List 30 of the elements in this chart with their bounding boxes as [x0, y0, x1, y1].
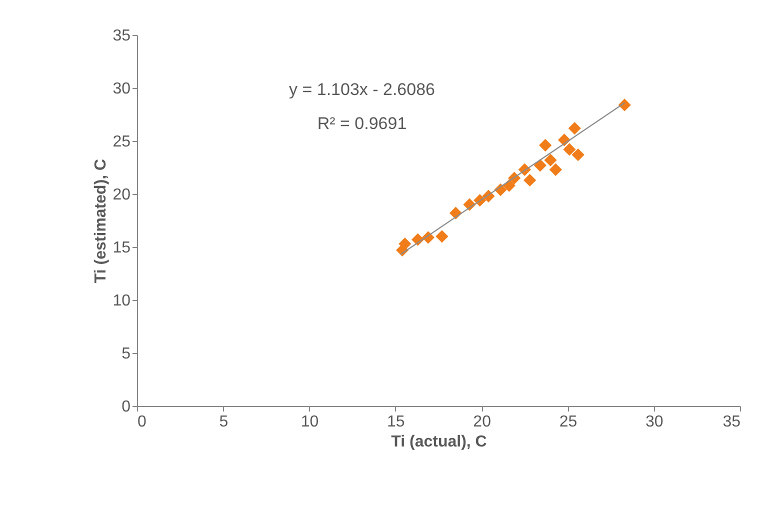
x-tick-label: 10	[300, 414, 319, 430]
point	[563, 143, 576, 156]
point	[398, 237, 412, 250]
point	[544, 154, 557, 166]
y-tick-label: 15	[112, 240, 131, 256]
point	[534, 159, 546, 172]
point	[538, 138, 552, 152]
x-tick-label: 25	[559, 414, 578, 430]
point	[549, 163, 562, 176]
x-tick-label: 30	[645, 414, 664, 430]
y-axis-title: Ti (estimated), C	[92, 158, 110, 284]
annotation: y = 1.103x - 2.6086	[288, 80, 436, 99]
x-tick-label: 0	[138, 414, 146, 430]
x-tick-label: 5	[219, 414, 228, 430]
y-tick-label: 35	[112, 28, 131, 44]
x-tick-label: 35	[722, 414, 741, 430]
y-tick-label: 5	[122, 346, 131, 362]
point	[568, 122, 581, 135]
y-tick-label: 10	[112, 292, 131, 310]
y-tick-label: 20	[112, 186, 131, 204]
annotation: R² = 0.9691	[317, 114, 407, 133]
y-tick-label: 25	[112, 134, 131, 150]
point	[436, 230, 448, 243]
x-axis-title: Ti (actual), C	[391, 434, 488, 450]
x-tick-label: 20	[473, 414, 492, 430]
y-tick-label: 30	[112, 80, 131, 98]
x-tick-label: 15	[387, 414, 405, 430]
point	[572, 148, 584, 162]
y-tick-label: 0	[122, 398, 131, 416]
point	[523, 174, 536, 187]
